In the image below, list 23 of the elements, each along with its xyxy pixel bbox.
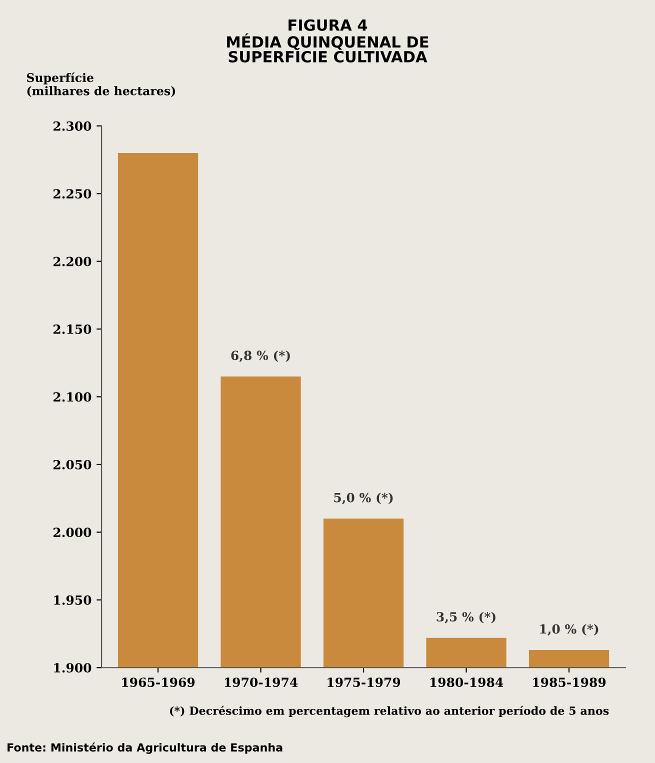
y-tick-label: 2.000 <box>54 528 92 538</box>
y-tick-label: 1.950 <box>54 595 92 605</box>
chart-subtitle: MÉDIA QUINQUENAL DE SUPERFÍCIE CULTIVADA <box>227 33 428 63</box>
x-tick-label: 1970-1974 <box>224 678 298 688</box>
chart-title: FIGURA 4 <box>288 19 368 31</box>
x-tick-label: 1985-1989 <box>533 678 606 688</box>
y-tick-label: 2.200 <box>54 256 92 266</box>
annotation: 1,0 % (*) <box>540 624 598 636</box>
y-tick-label: 2.250 <box>54 189 92 199</box>
annotation: 6,8 % (*) <box>231 350 290 362</box>
y-tick-label: 2.050 <box>54 460 92 470</box>
y-tick-label: 2.300 <box>54 121 92 131</box>
y-axis-title: Superfície (milhares de hectares) <box>26 72 176 97</box>
source-note: Fonte: Ministério da Agricultura de Espanha <box>8 742 282 754</box>
y-tick-label: 2.150 <box>54 324 92 334</box>
annotation: 5,0 % (*) <box>334 492 393 504</box>
annotation: 3,5 % (*) <box>436 612 496 624</box>
y-tick-label: 1.900 <box>54 663 92 673</box>
text: (*) Decréscimo em percentagem relativo ao anterior período de 5 anos <box>170 706 609 718</box>
x-tick-label: 1980-1984 <box>430 678 504 688</box>
x-tick-label: 1975-1979 <box>328 678 400 688</box>
y-tick-label: 2.100 <box>54 392 92 402</box>
x-tick-label: 1965-1969 <box>122 678 195 688</box>
